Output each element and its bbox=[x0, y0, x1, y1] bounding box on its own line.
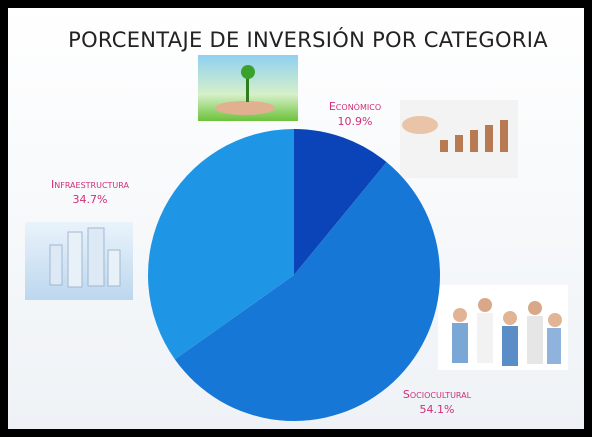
slice-label: Sociocultural bbox=[403, 388, 472, 401]
slice-value-label: 34.7% bbox=[73, 193, 108, 206]
chart-title: PORCENTAJE DE INVERSIÓN POR CATEGORIA bbox=[68, 27, 548, 52]
chart: PORCENTAJE DE INVERSIÓN POR CATEGORIA Ec… bbox=[0, 0, 592, 437]
image-buildings bbox=[25, 222, 133, 300]
slice-value-label: 54.1% bbox=[420, 403, 455, 416]
image-people bbox=[438, 285, 568, 370]
slice-value-label: 10.9% bbox=[338, 115, 373, 128]
image-coins bbox=[400, 100, 518, 178]
slice-label: Económico bbox=[329, 100, 381, 113]
image-plant bbox=[198, 55, 298, 121]
page: {"chart_data": {"type": "pie", "title": … bbox=[0, 0, 592, 437]
slice-label: Infraestructura bbox=[51, 178, 130, 191]
